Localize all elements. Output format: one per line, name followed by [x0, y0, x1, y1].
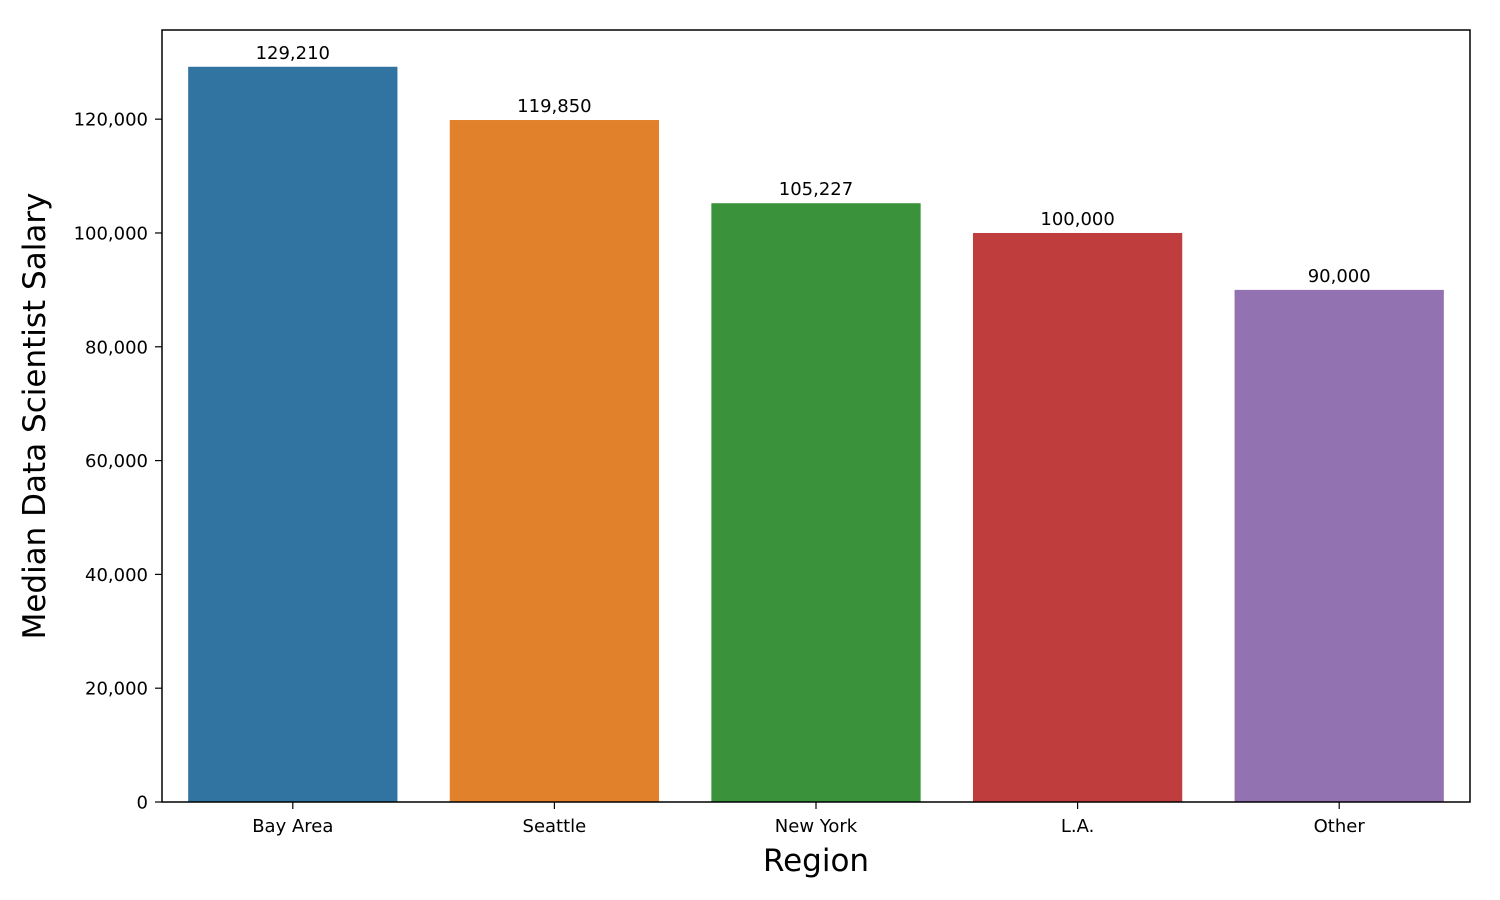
y-tick-label: 80,000 [85, 337, 148, 358]
x-axis-title: Region [763, 843, 869, 879]
y-tick-label: 0 [137, 793, 148, 814]
bar-l-a [972, 232, 1183, 802]
y-tick-label: 120,000 [74, 110, 148, 131]
bar-seattle [449, 120, 660, 802]
y-axis-title: Median Data Scientist Salary [17, 193, 53, 640]
bar-bay-area [188, 66, 398, 802]
x-tick-label: New York [775, 816, 858, 837]
bar-other [1234, 289, 1444, 802]
x-tick-label: Other [1314, 816, 1366, 837]
x-tick-label: Seattle [523, 816, 587, 837]
data-labels: 129,210 119,850 105,227 100,000 90,000 [256, 43, 1371, 287]
data-label: 100,000 [1040, 209, 1114, 230]
bars [188, 66, 1444, 802]
data-label: 90,000 [1308, 266, 1371, 287]
y-tick-label: 60,000 [85, 451, 148, 472]
data-label: 129,210 [256, 43, 330, 64]
data-label: 119,850 [517, 96, 591, 117]
y-tick-label: 100,000 [74, 223, 148, 244]
data-label: 105,227 [779, 179, 853, 200]
bar-new-york [711, 203, 921, 802]
y-tick-label: 40,000 [85, 565, 148, 586]
x-tick-label: L.A. [1061, 816, 1094, 837]
x-axis: Bay Area Seattle New York L.A. Other [252, 802, 1365, 837]
x-tick-label: Bay Area [252, 816, 333, 837]
y-tick-label: 20,000 [85, 679, 148, 700]
y-axis: 0 20,000 40,000 60,000 80,000 100,000 120,000 [74, 110, 162, 814]
